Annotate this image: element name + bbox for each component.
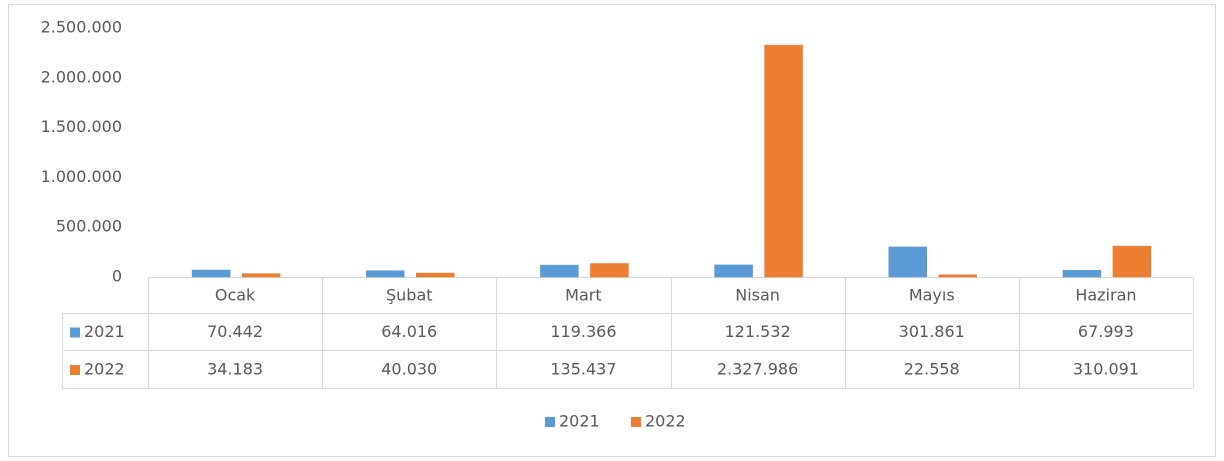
- legend-key: [545, 417, 555, 427]
- bar: [540, 264, 579, 278]
- table-value: 121.532: [724, 322, 790, 341]
- table-value: 119.366: [550, 322, 616, 341]
- bar: [888, 246, 927, 278]
- chart-border: [8, 4, 1216, 457]
- table-value: 310.091: [1073, 360, 1139, 379]
- y-tick-label: 500.000: [56, 217, 122, 236]
- table-value: 40.030: [381, 360, 437, 379]
- table-value: 34.183: [207, 360, 263, 379]
- bar: [714, 264, 753, 278]
- y-tick-label: 0: [112, 267, 122, 286]
- category-label: Şubat: [386, 286, 433, 305]
- bar: [416, 272, 455, 278]
- table-value: 22.558: [904, 360, 960, 379]
- bar: [191, 269, 231, 278]
- table-value: 135.437: [550, 360, 616, 379]
- category-label: Ocak: [215, 286, 256, 305]
- category-label: Nisan: [735, 286, 780, 305]
- y-tick-label: 2.500.000: [41, 18, 122, 37]
- category-label: Mart: [565, 286, 601, 305]
- table-value: 301.861: [899, 322, 965, 341]
- table-series-name: 2022: [84, 360, 125, 379]
- y-tick-label: 1.000.000: [41, 167, 122, 186]
- bar: [938, 274, 977, 278]
- bar: [1112, 245, 1152, 278]
- table-value: 2.327.986: [717, 360, 798, 379]
- table-value: 70.442: [207, 322, 263, 341]
- bar: [366, 270, 405, 278]
- table-value: 64.016: [381, 322, 437, 341]
- table-legend-key: [70, 365, 80, 375]
- table-series-name: 2021: [84, 322, 125, 341]
- bar: [1062, 269, 1102, 278]
- category-label: Mayıs: [909, 286, 955, 305]
- legend-label: 2021: [559, 412, 600, 431]
- y-tick-label: 2.000.000: [41, 67, 122, 86]
- bar: [764, 44, 803, 278]
- legend-key: [631, 417, 641, 427]
- legend-label: 2022: [645, 412, 686, 431]
- y-tick-label: 1.500.000: [41, 117, 122, 136]
- bar: [241, 273, 281, 278]
- table-legend-key: [70, 327, 80, 338]
- category-label: Haziran: [1075, 286, 1136, 305]
- table-value: 67.993: [1078, 322, 1134, 341]
- bar: [590, 263, 629, 278]
